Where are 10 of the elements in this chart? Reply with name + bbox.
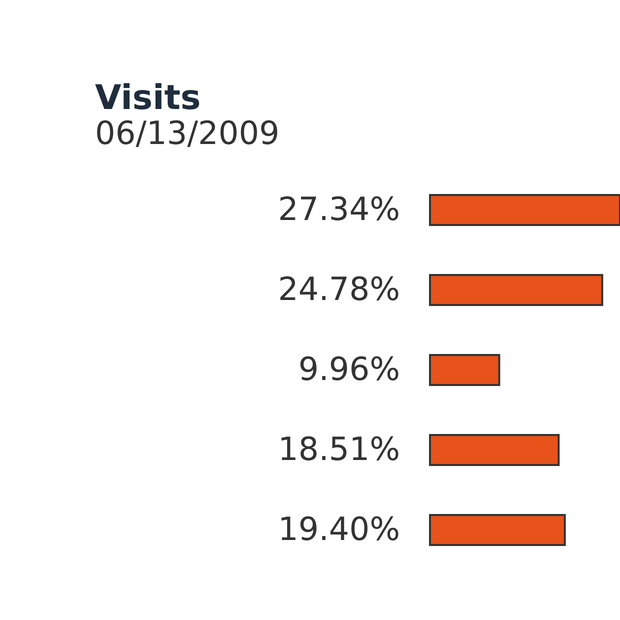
bar xyxy=(429,354,500,386)
data-label: 19.40% xyxy=(278,510,400,548)
bar xyxy=(429,514,566,546)
data-label: 18.51% xyxy=(278,430,400,468)
bar xyxy=(429,434,560,466)
bar xyxy=(429,274,604,306)
data-label: 24.78% xyxy=(278,270,400,308)
bar xyxy=(429,194,620,226)
data-label: 9.96% xyxy=(298,350,400,388)
data-label: 27.34% xyxy=(278,190,400,228)
